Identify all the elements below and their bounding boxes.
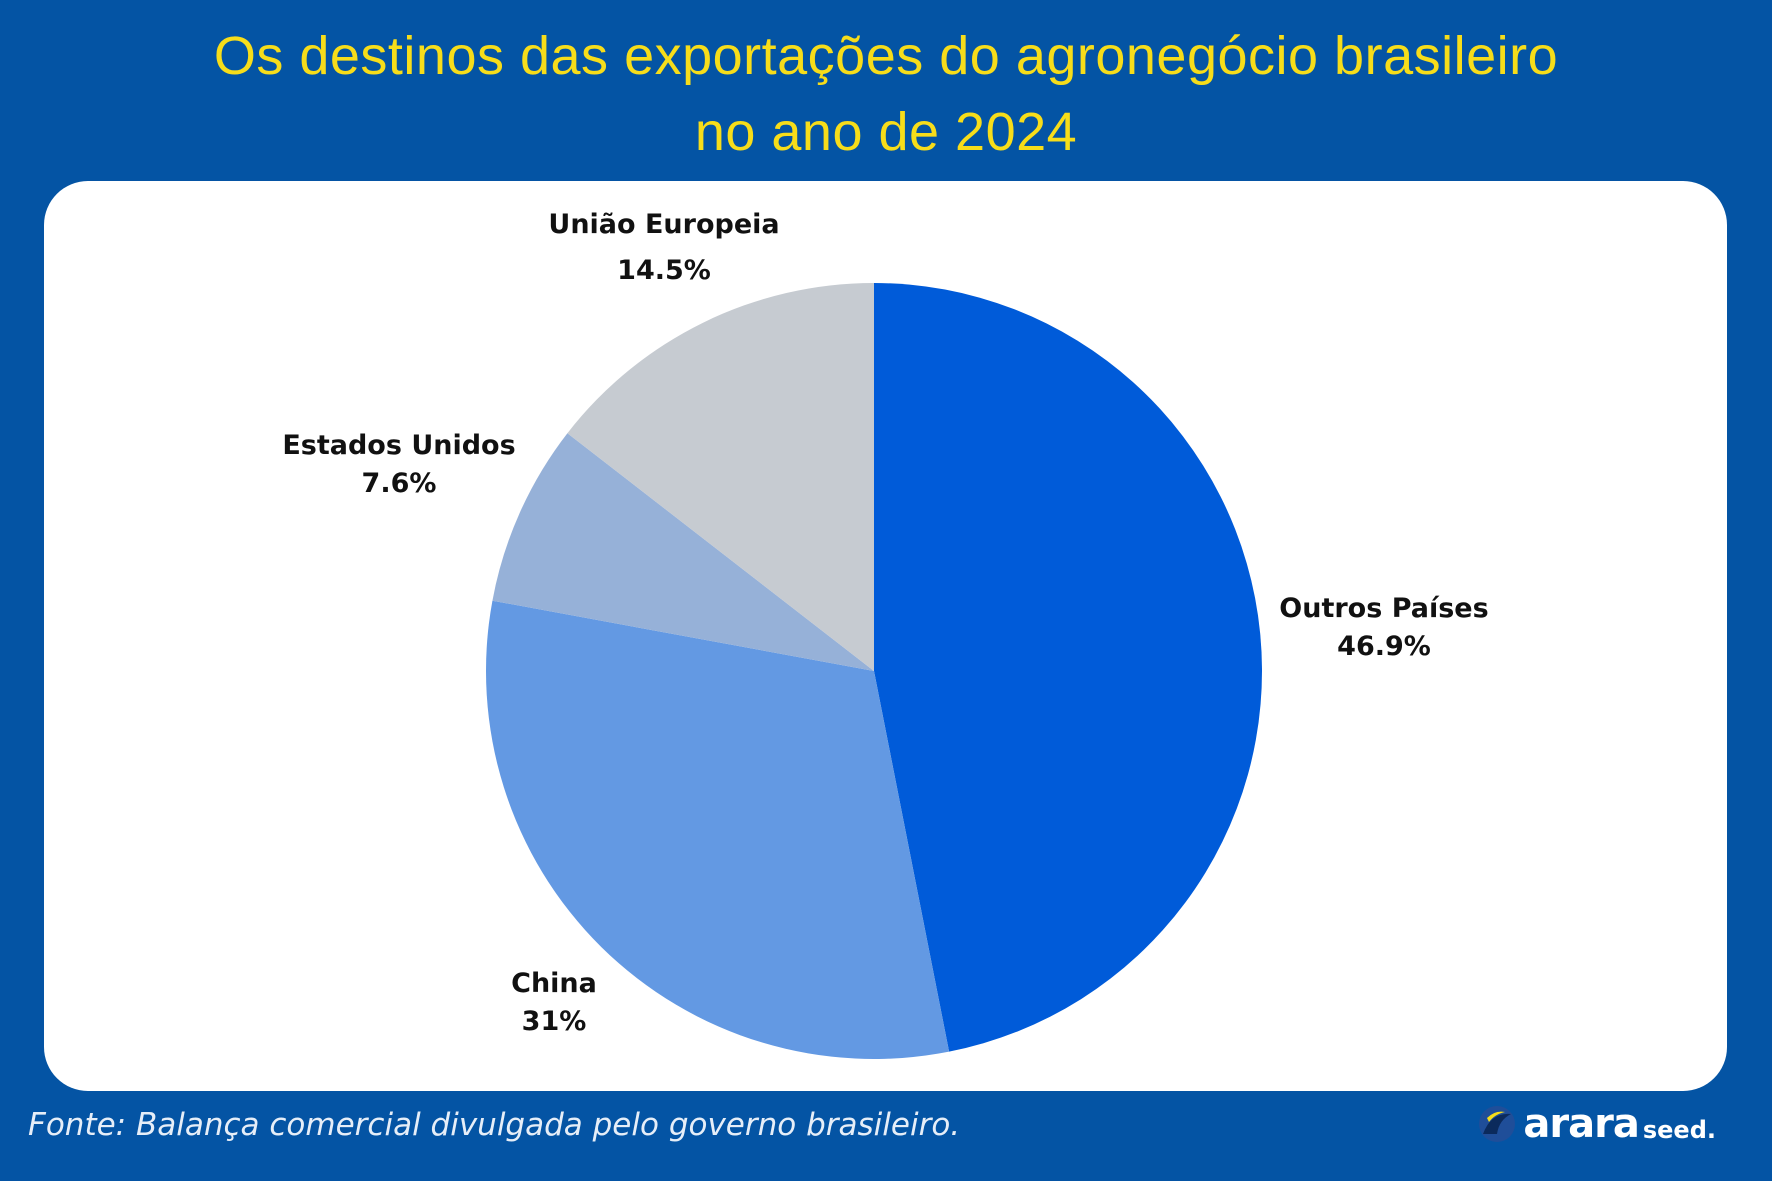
- pie-slice-outros-pa-ses: [874, 283, 1262, 1052]
- slice-category-label: União Europeia: [548, 209, 779, 240]
- pie-chart: Outros Países 46.9% China 31% Estados Unidos…: [282, 209, 1489, 1059]
- slice-category-label: Estados Unidos: [282, 430, 515, 461]
- brand-name: arara: [1523, 1101, 1639, 1147]
- slice-value-label: 14.5%: [617, 255, 711, 286]
- chart-title-line1: Os destinos das exportações do agronegóc…: [213, 26, 1559, 86]
- slice-value-label: 46.9%: [1337, 631, 1431, 662]
- chart-title: Os destinos das exportações do agronegóc…: [0, 18, 1772, 170]
- slice-value-label: 31%: [522, 1006, 587, 1037]
- source-note: Fonte: Balança comercial divulgada pelo …: [28, 1107, 961, 1143]
- chart-title-line2: no ano de 2024: [694, 102, 1078, 162]
- slice-value-label: 7.6%: [362, 468, 437, 499]
- slice-label-group-3: União Europeia 14.5%: [548, 209, 779, 286]
- bird-logo-icon: [1479, 1106, 1516, 1142]
- brand-suffix: seed.: [1642, 1116, 1716, 1144]
- brand-logo: arara seed.: [1477, 1104, 1716, 1144]
- slice-label-group-0: Outros Países 46.9%: [1279, 593, 1488, 662]
- chart-card: Outros Países 46.9% China 31% Estados Unidos…: [44, 181, 1727, 1091]
- pie-slice-china: [486, 600, 950, 1059]
- slice-category-label: China: [511, 968, 597, 999]
- slice-label-group-2: Estados Unidos 7.6%: [282, 430, 515, 499]
- slice-label-group-1: China 31%: [511, 968, 597, 1037]
- pie-slice-estados-unidos: [492, 433, 874, 671]
- pie-slice-uni-o-europeia: [567, 283, 874, 671]
- slice-category-label: Outros Países: [1279, 593, 1488, 624]
